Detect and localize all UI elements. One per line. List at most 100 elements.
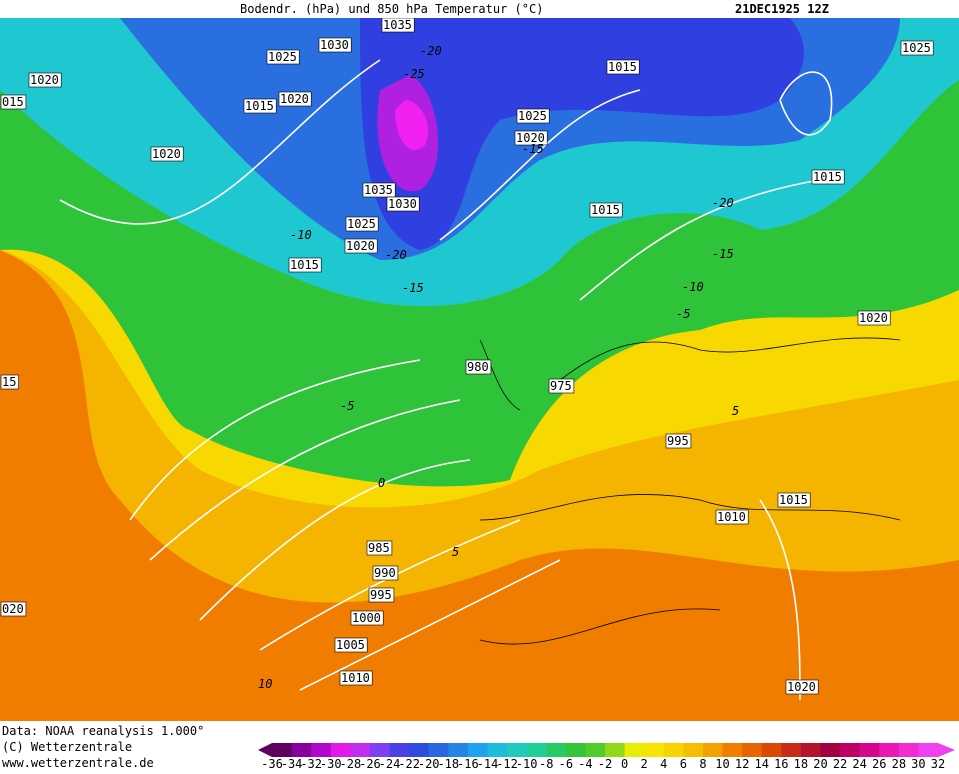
isobar-label-box: [465, 359, 492, 375]
isobar-label-box: [243, 98, 277, 114]
scale-label: -14: [477, 757, 499, 770]
isobar-label-box: [777, 492, 811, 508]
isobar-label-box: [350, 610, 384, 626]
scale-label: -16: [457, 757, 479, 770]
scale-label: 26: [872, 757, 886, 770]
scale-label: 2: [641, 757, 648, 770]
isobar-label: 995: [667, 434, 689, 448]
isobar-label: 1025: [518, 109, 547, 123]
scale-label: 0: [621, 757, 628, 770]
scale-label: -32: [300, 757, 322, 770]
isobar-label-box: [372, 565, 399, 581]
isobar-label-box: [386, 196, 420, 212]
isobar-label-box: [900, 40, 934, 56]
isobar-label-box: [339, 670, 373, 686]
isobar-label: 1010: [341, 671, 370, 685]
isobar-label-box: [548, 378, 575, 394]
map-title: Bodendr. (hPa) und 850 hPa Temperatur (°…: [240, 2, 543, 16]
isobar-label: 1020: [152, 147, 181, 161]
temperature-label: -15: [712, 247, 734, 261]
temperature-label: -20: [385, 248, 407, 262]
isobar-label-box: [28, 72, 62, 88]
map-field: [0, 18, 959, 721]
isobar-label-box: [368, 587, 395, 603]
isobar-label: 1025: [347, 217, 376, 231]
scale-label: -34: [281, 757, 303, 770]
isobar-label-box: [665, 433, 692, 449]
isobar-label: 020: [2, 602, 24, 616]
scale-cell: [448, 743, 469, 757]
scale-cell: [585, 743, 606, 757]
temperature-label: -20: [712, 196, 734, 210]
scale-cell: [624, 743, 645, 757]
isobar-label: 990: [374, 566, 396, 580]
isobar-label-box: [150, 146, 184, 162]
color-scale: -36-34-32-30-28-26-24-22-20-18-16-14-12-…: [258, 743, 955, 771]
scale-cell: [781, 743, 802, 757]
scale-label: 12: [735, 757, 749, 770]
isobar-label-box: [288, 257, 322, 273]
scale-cell: [663, 743, 684, 757]
scale-label: -22: [398, 757, 420, 770]
isobar-label: 985: [368, 541, 390, 555]
isobar-label: 980: [467, 360, 489, 374]
isobar-label: 975: [550, 379, 572, 393]
isobar-label: 1020: [787, 680, 816, 694]
temperature-label: 10: [258, 677, 272, 691]
scale-cell: [859, 743, 880, 757]
scale-label: 18: [794, 757, 808, 770]
scale-cell: [546, 743, 567, 757]
scale-cell: [291, 743, 312, 757]
isobar-label: 1000: [352, 611, 381, 625]
scale-label: -20: [418, 757, 440, 770]
isobar-label: 1020: [280, 92, 309, 106]
temperature-label: 5: [732, 404, 739, 418]
isobar-label: 1025: [902, 41, 931, 55]
scale-cell: [526, 743, 547, 757]
scale-label: -30: [320, 757, 342, 770]
isobar-label-box: [785, 679, 819, 695]
isobar-label: 1015: [290, 258, 319, 272]
isobar-label-box: [345, 216, 379, 232]
scale-cell: [761, 743, 782, 757]
isobar-label-box: [715, 509, 749, 525]
isobar-label: 1020: [516, 131, 545, 145]
scale-label: -28: [340, 757, 362, 770]
scale-label: -24: [379, 757, 401, 770]
scale-label: 20: [813, 757, 827, 770]
scale-label: 6: [680, 757, 687, 770]
scale-cell: [409, 743, 430, 757]
isobar-label: 1015: [779, 493, 808, 507]
scale-cell: [605, 743, 626, 757]
scale-label: 30: [911, 757, 925, 770]
isobar-label-box: [0, 94, 27, 110]
isobar-label-box: [589, 202, 623, 218]
scale-label: -36: [261, 757, 283, 770]
isobar-label: 1035: [383, 18, 412, 32]
scale-label: 14: [754, 757, 768, 770]
scale-cell: [702, 743, 724, 757]
scale-label: -8: [539, 757, 553, 770]
scale-cell: [742, 743, 763, 757]
scale-cell: [272, 743, 293, 757]
temperature-label: -25: [403, 67, 425, 81]
footer-copyright: (C) Wetterzentrale: [2, 740, 132, 754]
scale-label: 28: [892, 757, 906, 770]
scale-label: -18: [437, 757, 459, 770]
isobar-label: 1030: [388, 197, 417, 211]
scale-cell: [879, 743, 900, 757]
header-bg: [0, 0, 959, 18]
isobar-label: 1015: [591, 203, 620, 217]
temperature-labels: -20 -25 -15 -20 -15 -10 -20 -15 -10 -5 -5 0 5 5 10: [258, 44, 739, 691]
scale-cell: [467, 743, 488, 757]
scale-cell: [644, 743, 665, 757]
isobar-label-box: [811, 169, 845, 185]
isobar-label: 1015: [813, 170, 842, 184]
isobar-label-box: [366, 540, 393, 556]
temperature-label: -20: [420, 44, 442, 58]
scale-label: 24: [852, 757, 866, 770]
isobar-label-box: [362, 182, 396, 198]
isobar-label-box: [278, 91, 312, 107]
isobar-label: 1010: [717, 510, 746, 524]
